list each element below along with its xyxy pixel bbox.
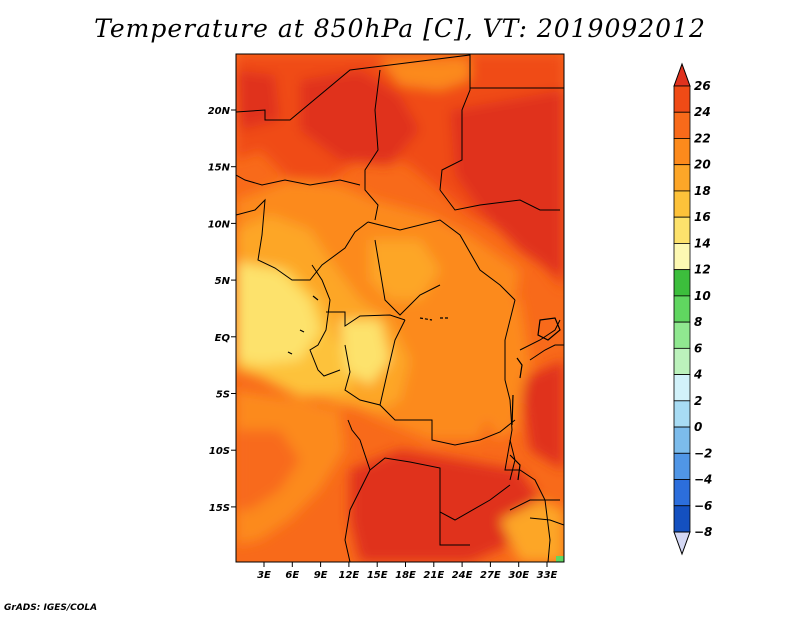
colorbar-label: 10: [694, 289, 711, 303]
colorbar-bin: [673, 347, 691, 375]
y-tick-label: 10N: [208, 219, 231, 230]
colorbar-label: 6: [694, 341, 702, 355]
colorbar-label: 26: [694, 79, 711, 93]
y-tick-label: 15N: [208, 163, 231, 174]
colorbar-bin: [673, 269, 691, 297]
x-tick-label: 3E: [257, 570, 271, 581]
colorbar-bin: [673, 111, 691, 139]
x-tick-label: 15E: [367, 570, 388, 581]
temperature-field: [236, 54, 564, 562]
colorbar-bin: [673, 505, 691, 533]
colorbar-label: −2: [694, 446, 712, 460]
colorbar-label: 12: [694, 263, 711, 277]
colorbar-bin: [673, 400, 691, 428]
y-axis: 20N 15N 10N 5N EQ 5S 10S 15S: [208, 106, 236, 514]
colorbar-bin: [673, 190, 691, 218]
colorbar-label: 8: [694, 315, 702, 329]
y-tick-label: 5S: [216, 390, 230, 401]
colorbar-label: 0: [694, 420, 702, 434]
x-tick-label: 24E: [452, 570, 473, 581]
y-tick-label: 20N: [208, 106, 231, 117]
x-tick-label: 18E: [395, 570, 416, 581]
colorbar-bin: [673, 138, 691, 166]
colorbar-label: 16: [694, 210, 711, 224]
x-tick-label: 6E: [285, 570, 299, 581]
colorbar-bin: [673, 216, 691, 244]
colorbar-label: 14: [694, 236, 711, 250]
colorbar-top-arrow: [673, 62, 691, 87]
x-tick-label: 30E: [508, 570, 529, 581]
colorbar-label: 22: [694, 131, 711, 145]
x-axis: 3E 6E 9E 12E 15E 18E 21E 24E 27E 30E 33E: [257, 562, 558, 581]
x-tick-label: 33E: [537, 570, 558, 581]
colorbar-bin: [673, 295, 691, 323]
colorbar-bin: [673, 164, 691, 192]
y-tick-label: EQ: [215, 333, 231, 344]
colorbar-label: −4: [694, 473, 712, 487]
colorbar-bin: [673, 452, 691, 480]
colorbar-label: 2: [694, 394, 702, 408]
colorbar-bin: [673, 243, 691, 271]
x-tick-label: 27E: [480, 570, 501, 581]
colorbar-bin: [673, 85, 691, 113]
x-tick-label: 21E: [423, 570, 444, 581]
x-tick-label: 9E: [314, 570, 328, 581]
colorbar-bin: [673, 374, 691, 402]
y-tick-label: 15S: [209, 503, 230, 514]
colorbar-bin: [673, 479, 691, 507]
colorbar-label: 20: [694, 158, 711, 172]
map-frame: [235, 53, 565, 563]
colorbar-label: −6: [694, 499, 712, 513]
colorbar-bin: [673, 321, 691, 349]
colorbar-bottom-arrow: [673, 531, 691, 556]
footer-credit: GrADS: IGES/COLA: [4, 603, 98, 613]
x-tick-label: 12E: [339, 570, 360, 581]
colorbar-bin: [673, 426, 691, 454]
colorbar-label: −8: [694, 525, 712, 539]
y-tick-label: 5N: [215, 276, 231, 287]
colorbar-label: 18: [694, 184, 711, 198]
lakes: [287, 295, 561, 481]
colorbar-label: 4: [693, 368, 702, 382]
chart-title: Temperature at 850hPa [C], VT: 201909201…: [94, 14, 706, 43]
colorbar-label: 24: [694, 105, 711, 119]
y-tick-label: 10S: [209, 446, 230, 457]
